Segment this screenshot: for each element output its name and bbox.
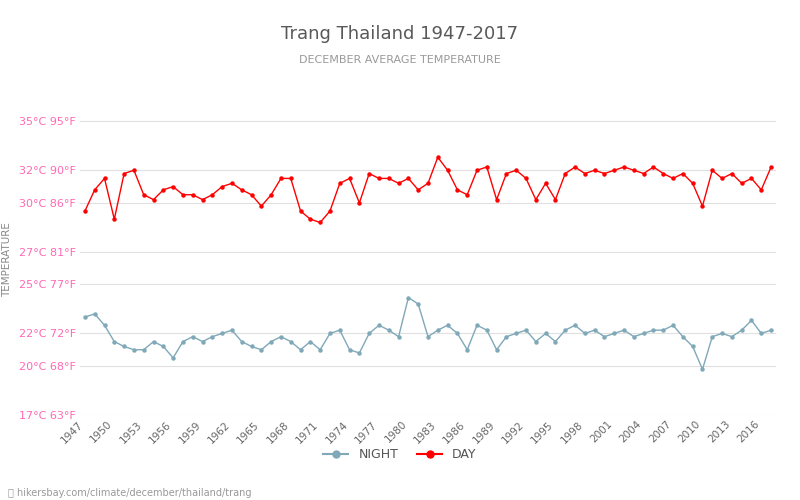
Y-axis label: TEMPERATURE: TEMPERATURE bbox=[2, 222, 12, 298]
Text: Trang Thailand 1947-2017: Trang Thailand 1947-2017 bbox=[282, 25, 518, 43]
Legend: NIGHT, DAY: NIGHT, DAY bbox=[318, 443, 482, 466]
Text: DECEMBER AVERAGE TEMPERATURE: DECEMBER AVERAGE TEMPERATURE bbox=[299, 55, 501, 65]
Text: 📍 hikersbay.com/climate/december/thailand/trang: 📍 hikersbay.com/climate/december/thailan… bbox=[8, 488, 251, 498]
